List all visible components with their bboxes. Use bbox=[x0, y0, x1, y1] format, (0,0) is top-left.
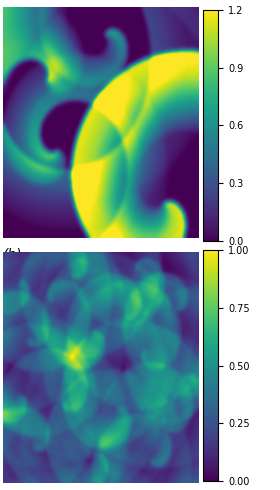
Text: (b): (b) bbox=[3, 247, 22, 261]
